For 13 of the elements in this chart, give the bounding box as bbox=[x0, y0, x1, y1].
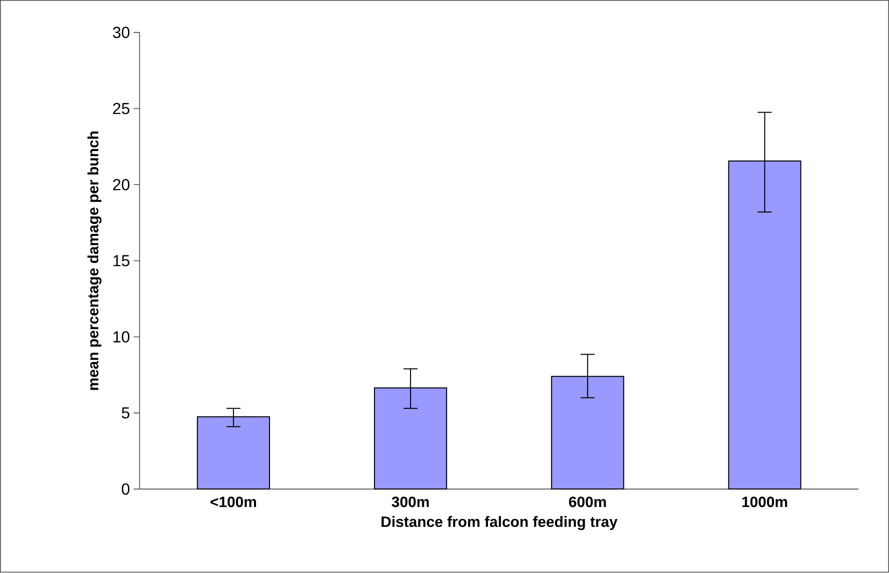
y-tick-label: 25 bbox=[113, 103, 130, 114]
x-tick-label: 600m bbox=[569, 496, 606, 508]
x-tick-label: 300m bbox=[392, 496, 429, 508]
x-tick-label: <100m bbox=[210, 496, 256, 508]
x-tick-label: 1000m bbox=[742, 496, 788, 508]
y-tick-label: 5 bbox=[122, 408, 130, 419]
x-axis-title: Distance from falcon feeding tray bbox=[382, 516, 618, 530]
y-tick-label: 20 bbox=[113, 179, 130, 191]
y-tick-label: 30 bbox=[112, 27, 130, 38]
y-tick-label: 0 bbox=[122, 484, 130, 495]
y-tick-label: 10 bbox=[114, 331, 130, 343]
y-tick-label: 15 bbox=[114, 255, 130, 267]
y-axis-title: mean percentage damage per bunch bbox=[87, 132, 102, 390]
